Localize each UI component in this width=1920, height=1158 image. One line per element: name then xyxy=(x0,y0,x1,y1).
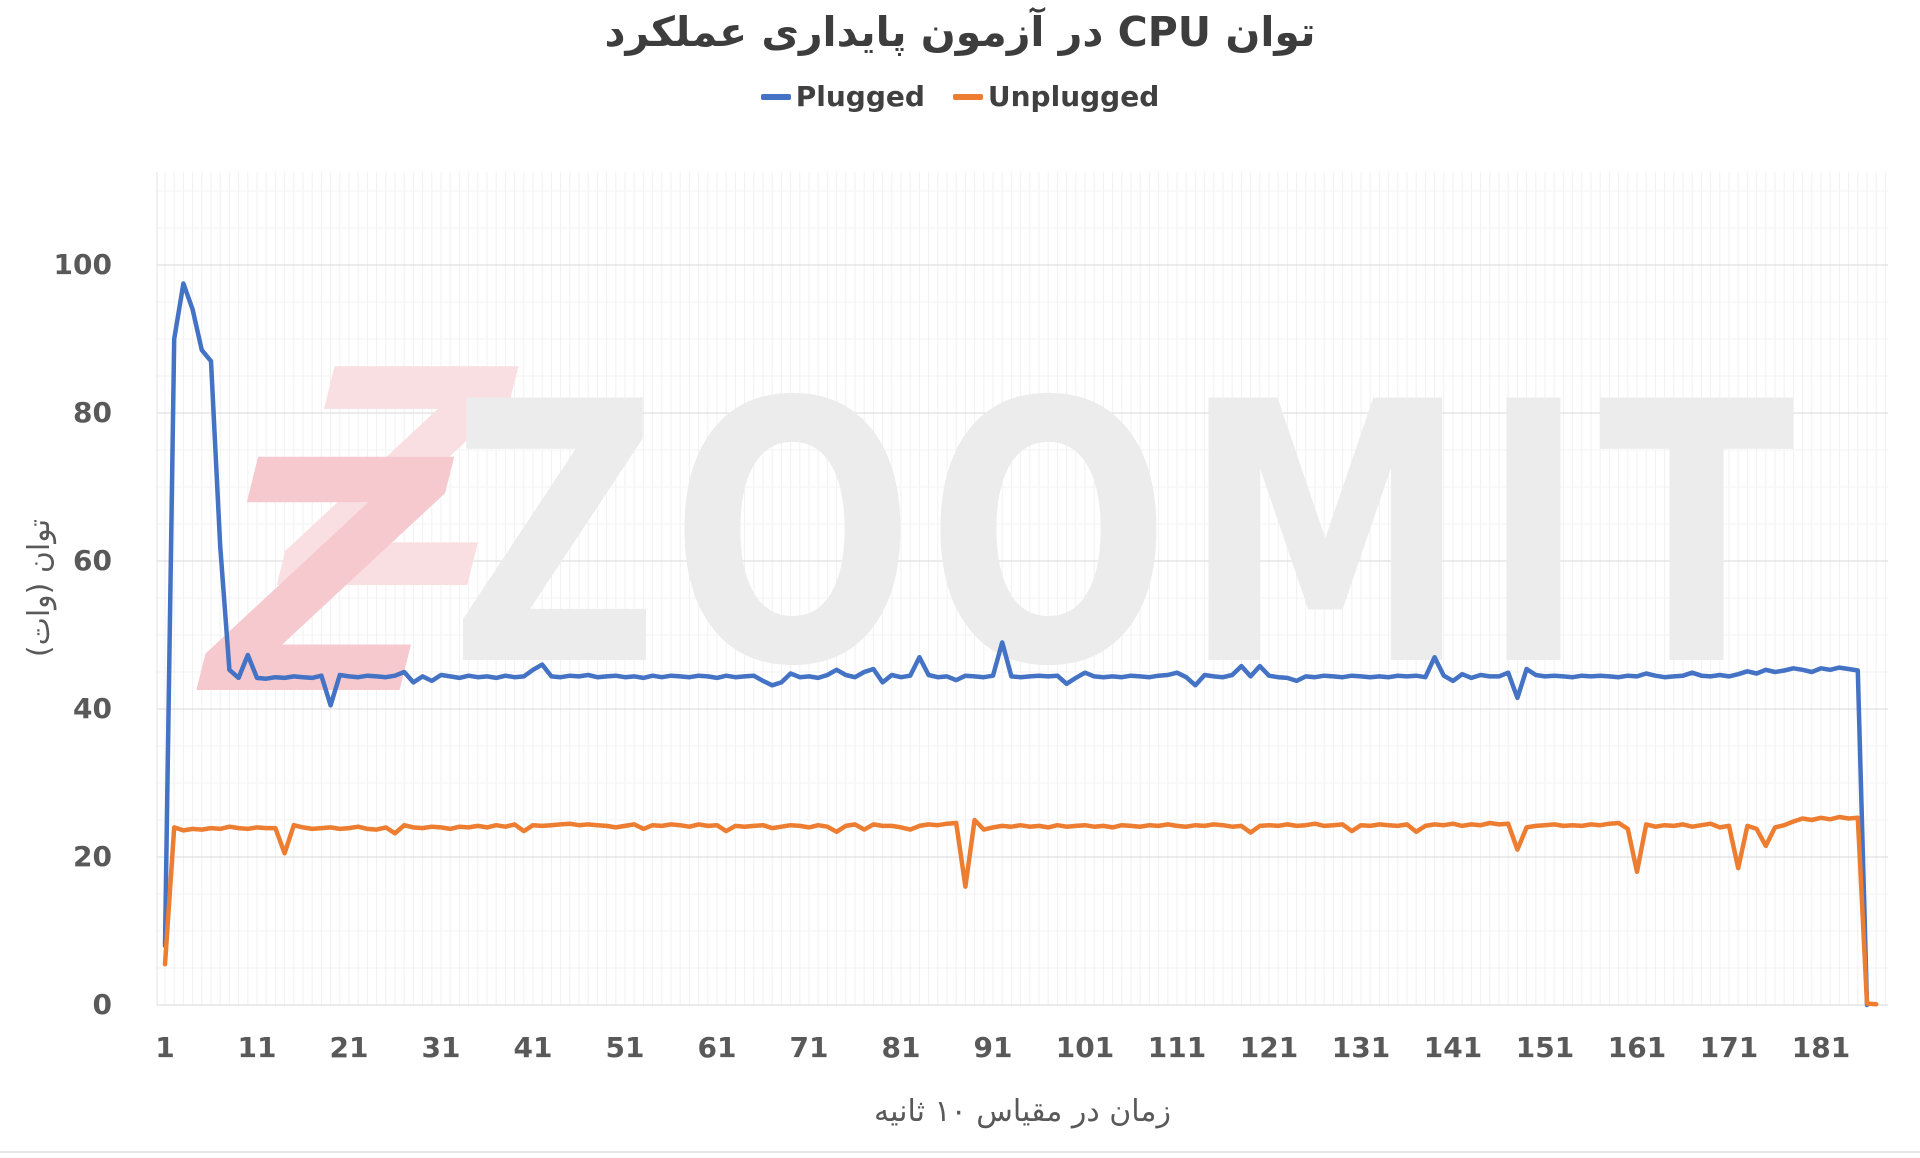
legend-label-unplugged: Unplugged xyxy=(987,80,1160,113)
bottom-divider xyxy=(0,1151,1920,1153)
x-tick-label: 1 xyxy=(155,1031,175,1064)
legend-item-unplugged: Unplugged xyxy=(952,80,1160,113)
y-tick-label: 100 xyxy=(53,248,112,281)
zoomit-watermark-text: ZOOMIT xyxy=(450,325,1806,745)
x-tick-label: 61 xyxy=(697,1031,737,1064)
y-tick-label: 80 xyxy=(73,396,112,429)
x-tick-label: 51 xyxy=(605,1031,645,1064)
x-tick-label: 71 xyxy=(789,1031,829,1064)
x-tick-label: 131 xyxy=(1331,1031,1391,1064)
legend: Plugged Unplugged xyxy=(0,80,1920,113)
x-tick-label: 31 xyxy=(421,1031,461,1064)
y-tick-label: 0 xyxy=(92,988,112,1021)
y-tick-label: 60 xyxy=(73,544,112,577)
series-lines xyxy=(162,281,1879,1008)
x-tick-label: 161 xyxy=(1607,1031,1667,1064)
chart-title: توان CPU در آزمون پایداری عملکرد xyxy=(604,8,1316,56)
legend-item-plugged: Plugged xyxy=(760,80,925,113)
legend-label-plugged: Plugged xyxy=(795,80,925,113)
x-axis-title: زمان در مقیاس ۱۰ ثانیه xyxy=(874,1094,1171,1129)
x-tick-label: 151 xyxy=(1515,1031,1575,1064)
gridlines xyxy=(156,172,1888,1006)
x-tick-label: 41 xyxy=(513,1031,553,1064)
legend-swatch-unplugged-icon xyxy=(952,93,983,100)
series-unplugged-line xyxy=(162,814,1879,1007)
x-tick-label: 81 xyxy=(881,1031,921,1064)
x-tick-label: 101 xyxy=(1055,1031,1115,1064)
y-tick-label: 20 xyxy=(73,840,112,873)
x-tick-label: 121 xyxy=(1239,1031,1299,1064)
x-tick-label: 111 xyxy=(1147,1031,1207,1064)
x-tick-label: 21 xyxy=(329,1031,369,1064)
x-tick-label: 11 xyxy=(237,1031,277,1064)
x-tick-label: 91 xyxy=(973,1031,1013,1064)
x-tick-label: 171 xyxy=(1699,1031,1759,1064)
legend-swatch-plugged-icon xyxy=(760,93,791,100)
x-tick-label: 141 xyxy=(1423,1031,1483,1064)
zoomit-watermark: Z Z ZOOMIT xyxy=(163,306,1806,766)
zoomit-logo-z-dark-icon: Z xyxy=(163,393,488,766)
y-tick-label: 40 xyxy=(73,692,112,725)
series-plugged-line xyxy=(162,281,1870,1008)
x-tick-label: 181 xyxy=(1791,1031,1851,1064)
